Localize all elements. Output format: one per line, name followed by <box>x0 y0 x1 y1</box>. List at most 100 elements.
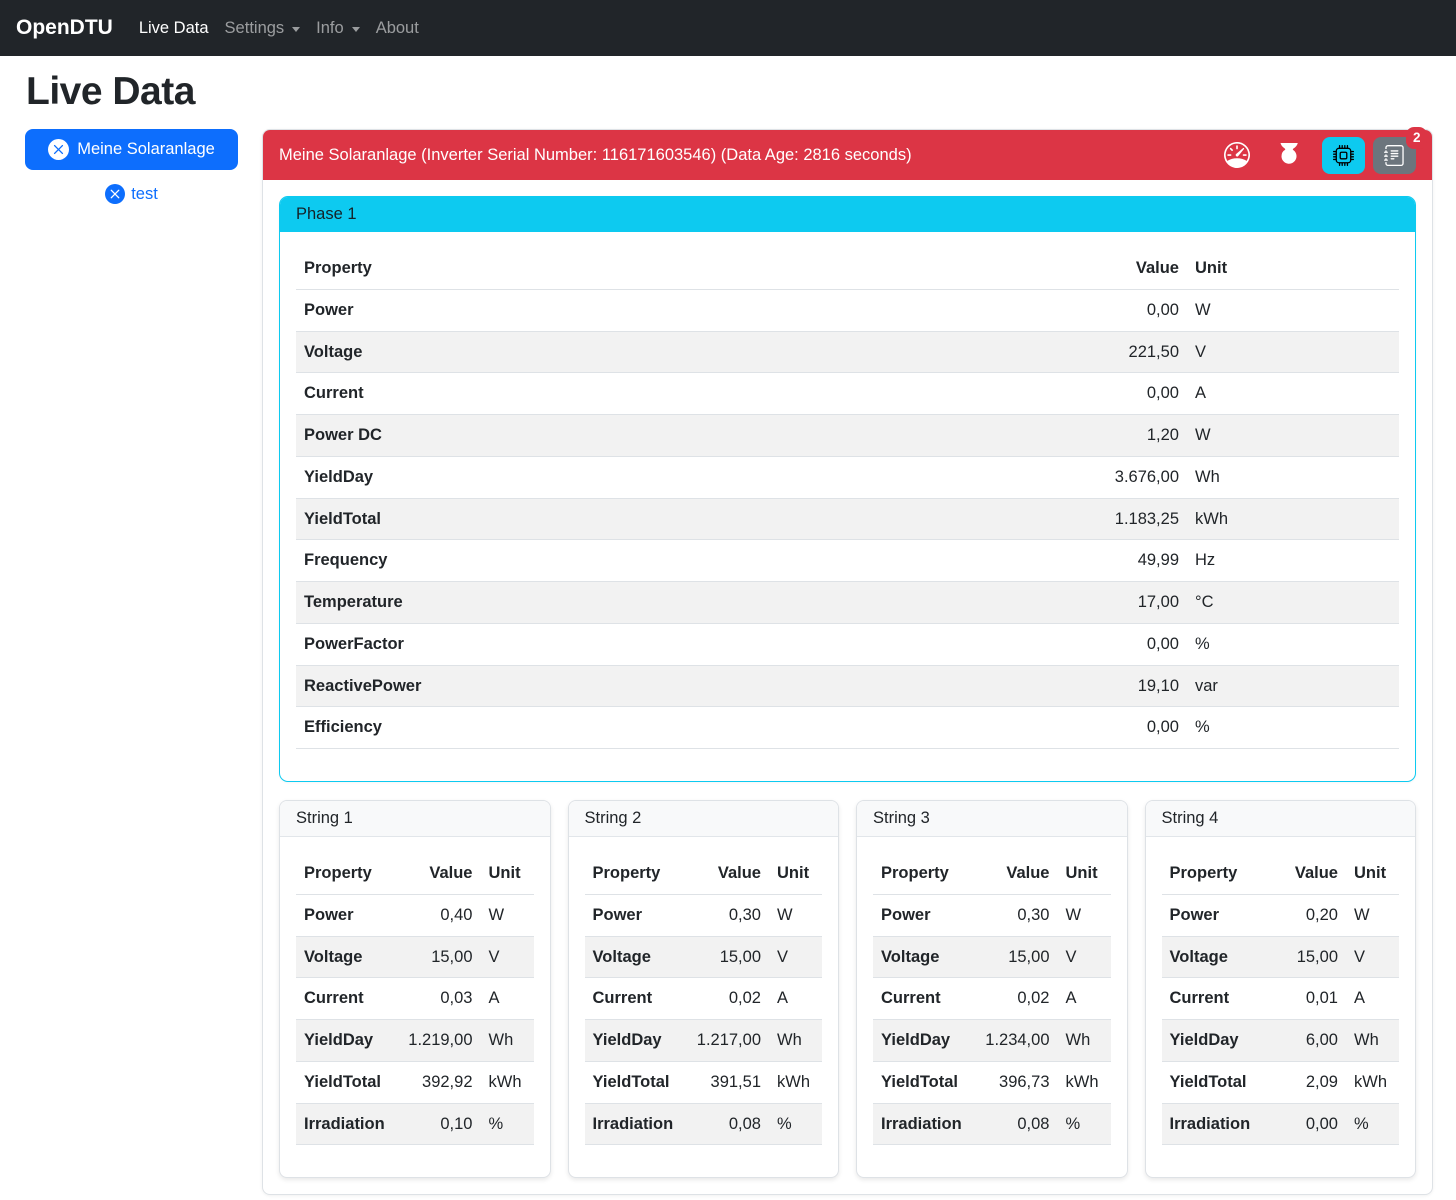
value-cell: 0,01 <box>1262 977 1346 1020</box>
property-cell: YieldDay <box>1161 1019 1262 1062</box>
string-table: Property Value Unit Power <box>1161 853 1399 1146</box>
x-circle-fill-icon <box>48 139 70 160</box>
property-cell: Power <box>296 894 397 937</box>
device-info-button[interactable] <box>1322 136 1365 174</box>
value-cell: 0,03 <box>396 977 481 1020</box>
property-cell: Irradiation <box>584 1103 685 1146</box>
value-cell: 0,00 <box>1075 372 1187 415</box>
property-cell: YieldDay <box>584 1019 685 1062</box>
nav-item-about[interactable]: About <box>375 18 419 37</box>
property-cell: YieldDay <box>873 1019 974 1062</box>
column-header-unit: Unit <box>1057 853 1111 895</box>
unit-cell: V <box>769 936 822 979</box>
nav-item-info[interactable]: Info <box>308 11 368 46</box>
nav-item-live-data[interactable]: Live Data <box>138 18 209 37</box>
value-cell: 49,99 <box>1075 539 1187 582</box>
column-header-property: Property <box>296 248 1075 290</box>
value-cell: 396,73 <box>973 1061 1058 1104</box>
table-row: YieldTotal 2,09 kWh <box>1161 1061 1399 1104</box>
table-row: YieldTotal 391,51 kWh <box>584 1061 822 1104</box>
value-cell: 1.219,00 <box>396 1019 481 1062</box>
unit-cell: Wh <box>769 1019 822 1062</box>
property-cell: YieldTotal <box>873 1061 974 1104</box>
string-card-body: Property Value Unit Power <box>1146 837 1416 1177</box>
column-header-property: Property <box>584 853 685 895</box>
string-table: Property Value Unit Power <box>873 853 1111 1146</box>
table-row: Current 0,00 A <box>296 372 1399 415</box>
table-row: YieldTotal 392,92 kWh <box>296 1061 534 1104</box>
unit-cell: W <box>1346 894 1399 937</box>
column-header-property: Property <box>296 853 397 895</box>
value-cell: 0,02 <box>685 977 769 1020</box>
inverter-link-test[interactable]: test <box>25 184 238 204</box>
unit-cell: V <box>480 936 534 979</box>
unit-cell: W <box>1187 289 1399 332</box>
unit-cell: kWh <box>1346 1061 1399 1104</box>
table-row: Voltage 15,00 V <box>296 936 534 979</box>
unit-cell: var <box>1187 665 1399 708</box>
property-cell: YieldTotal <box>584 1061 685 1104</box>
unit-cell: °C <box>1187 581 1399 624</box>
inverter-panel-title: Meine Solaranlage (Inverter Serial Numbe… <box>279 145 912 164</box>
unit-cell: A <box>1187 372 1399 415</box>
speedometer-icon[interactable] <box>1224 142 1250 168</box>
column-header-unit: Unit <box>1346 853 1399 895</box>
unit-cell: A <box>769 977 822 1020</box>
table-row: Voltage 15,00 V <box>1161 936 1399 979</box>
string-card-title: String 3 <box>857 801 1127 837</box>
string-card-title: String 1 <box>280 801 550 837</box>
column-header-unit: Unit <box>769 853 822 895</box>
property-cell: Current <box>1161 977 1262 1020</box>
unit-cell: V <box>1346 936 1399 979</box>
table-row: Power 0,30 W <box>584 894 822 937</box>
inverter-selector: Meine Solaranlage test <box>25 129 238 204</box>
property-cell: YieldTotal <box>296 1061 397 1104</box>
property-cell: Irradiation <box>296 1103 397 1146</box>
inverter-link-label: test <box>131 184 158 203</box>
column-header-property: Property <box>873 853 974 895</box>
table-row: Frequency 49,99 Hz <box>296 539 1399 582</box>
unit-cell: % <box>769 1103 822 1146</box>
table-row: PowerFactor 0,00 % <box>296 623 1399 666</box>
unit-cell: kWh <box>1187 498 1399 541</box>
value-cell: 0,00 <box>1075 289 1187 332</box>
event-count-badge: 2 <box>1406 126 1427 149</box>
brand-logo[interactable]: OpenDTU <box>16 16 113 39</box>
unit-cell: W <box>1057 894 1111 937</box>
string-card-title: String 4 <box>1145 801 1415 837</box>
phase-card-title: Phase 1 <box>280 197 1415 232</box>
table-row: YieldDay 6,00 Wh <box>1161 1019 1399 1062</box>
chevron-down-icon <box>351 27 360 32</box>
table-header-row: Property Value Unit <box>296 248 1399 290</box>
table-header-row: Property Value Unit <box>873 853 1111 895</box>
table-row: YieldDay 1.234,00 Wh <box>873 1019 1111 1062</box>
string-card-1: String 1 Property Value Unit <box>279 800 551 1179</box>
event-log-button[interactable]: 2 <box>1373 126 1427 174</box>
property-cell: YieldTotal <box>296 498 1075 541</box>
inverter-button-meine-solaranlage[interactable]: Meine Solaranlage <box>25 129 238 170</box>
value-cell: 3.676,00 <box>1075 456 1187 499</box>
property-cell: YieldDay <box>296 456 1075 499</box>
inverter-panel-body: Phase 1 Property Value Unit <box>263 180 1432 1194</box>
property-cell: Current <box>873 977 974 1020</box>
string-card-body: Property Value Unit Power <box>569 837 839 1177</box>
column-header-unit: Unit <box>480 853 534 895</box>
value-cell: 6,00 <box>1262 1019 1346 1062</box>
value-cell: 2,09 <box>1262 1061 1346 1104</box>
string-table: Property Value Unit Power <box>296 853 534 1146</box>
phase-table: Property Value Unit Power <box>296 248 1399 749</box>
power-icon[interactable] <box>1277 143 1301 167</box>
column-header-value: Value <box>973 853 1058 895</box>
unit-cell: Hz <box>1187 539 1399 582</box>
table-row: Current 0,01 A <box>1161 977 1399 1020</box>
unit-cell: W <box>480 894 534 937</box>
table-row: YieldDay 3.676,00 Wh <box>296 456 1399 499</box>
nav-item-settings[interactable]: Settings <box>217 11 309 46</box>
strings-row: String 1 Property Value Unit <box>279 800 1416 1179</box>
value-cell: 0,30 <box>973 894 1058 937</box>
inverter-panel-controls: 2 <box>1224 126 1427 174</box>
property-cell: Power <box>296 289 1075 332</box>
property-cell: YieldDay <box>296 1019 397 1062</box>
table-row: Voltage 221,50 V <box>296 331 1399 374</box>
value-cell: 19,10 <box>1075 665 1187 708</box>
